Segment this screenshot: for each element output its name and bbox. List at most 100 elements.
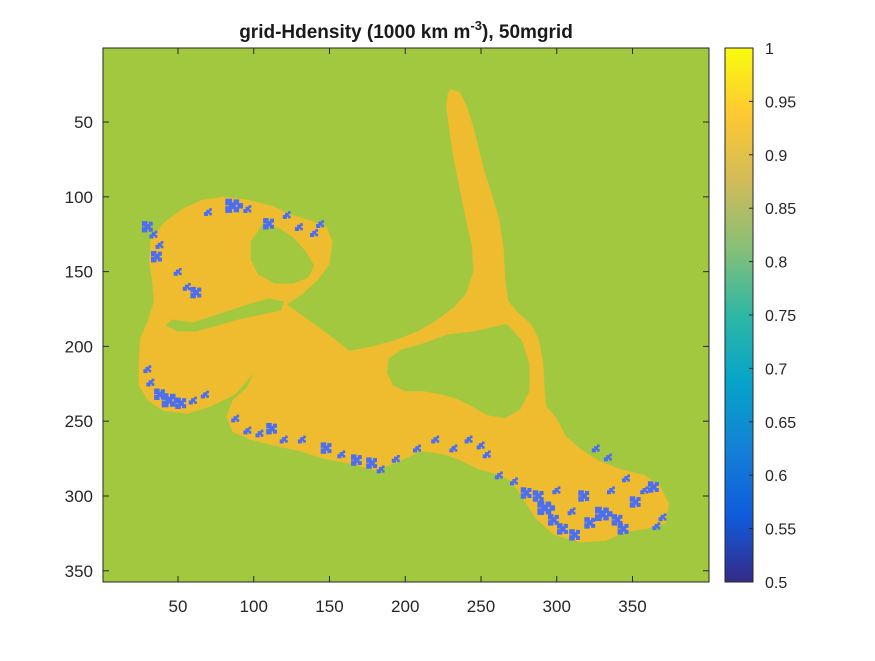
- low-density-cell: [182, 286, 187, 291]
- low-density-cell: [248, 431, 252, 434]
- low-density-cell: [578, 496, 584, 502]
- low-density-patch: [476, 441, 485, 450]
- low-density-cell: [557, 529, 563, 535]
- low-density-cell: [535, 493, 542, 499]
- low-density-cell: [611, 520, 618, 526]
- low-density-cell: [143, 369, 148, 374]
- low-density-patch: [188, 396, 197, 405]
- low-density-patch: [146, 378, 155, 387]
- low-density-patch: [431, 435, 440, 444]
- low-density-cell: [572, 532, 578, 538]
- x-tick-label: 300: [543, 597, 571, 616]
- low-density-cell: [554, 520, 559, 525]
- low-density-cell: [188, 283, 191, 286]
- low-density-cell: [663, 517, 667, 521]
- low-density-cell: [318, 221, 323, 226]
- low-density-cell: [603, 515, 609, 521]
- low-density-cell: [624, 476, 629, 480]
- colorbar-tick-label: 0.8: [765, 255, 787, 272]
- low-density-cell: [266, 423, 272, 429]
- low-density-cell: [581, 493, 587, 499]
- low-density-cell: [263, 218, 269, 224]
- low-density-cell: [488, 455, 491, 458]
- low-density-cell: [372, 464, 377, 469]
- low-density-cell: [572, 511, 576, 515]
- heatmap-plot-area: [102, 47, 710, 583]
- low-density-cell: [197, 293, 202, 298]
- low-density-cell: [175, 397, 181, 403]
- low-density-patch: [351, 454, 362, 466]
- colorbar-tick-label: 0.5: [765, 575, 787, 592]
- low-density-cell: [554, 514, 559, 519]
- low-density-cell: [320, 448, 327, 454]
- low-density-cell: [627, 474, 630, 478]
- low-density-cell: [485, 452, 490, 457]
- colorbar-tick-label: 0.6: [765, 468, 787, 485]
- low-density-cell: [193, 289, 199, 296]
- low-density-cell: [647, 481, 654, 487]
- low-density-cell: [245, 206, 250, 211]
- low-density-cell: [272, 429, 277, 434]
- low-density-cell: [236, 414, 240, 418]
- low-density-cell: [266, 221, 272, 227]
- low-density-patch: [266, 423, 277, 435]
- x-tick-label: 250: [467, 597, 495, 616]
- low-density-cell: [357, 455, 362, 460]
- x-tick-label: 100: [240, 597, 268, 616]
- low-density-cell: [285, 212, 290, 217]
- low-density-cell: [381, 465, 385, 469]
- low-density-cell: [575, 535, 580, 540]
- low-density-cell: [151, 257, 157, 263]
- low-density-cell: [243, 430, 248, 435]
- low-density-cell: [597, 444, 600, 448]
- low-density-patch: [175, 397, 187, 409]
- low-density-cell: [151, 251, 157, 257]
- colorbar-tick-label: 0.65: [765, 415, 796, 432]
- low-density-cell: [148, 227, 153, 232]
- low-density-cell: [609, 458, 612, 461]
- low-density-patch: [607, 486, 615, 495]
- x-axis: 50 100 150 200 250 300 350: [169, 48, 647, 616]
- low-density-cell: [379, 467, 384, 471]
- low-density-cell: [611, 514, 618, 520]
- low-density-cell: [551, 517, 557, 523]
- low-density-cell: [563, 523, 568, 528]
- low-density-cell: [157, 242, 162, 247]
- low-density-cell: [297, 224, 302, 229]
- low-density-patch: [320, 442, 332, 454]
- low-density-cell: [185, 284, 190, 289]
- colorbar-ticks: 0.5 0.55 0.6 0.65 0.7 0.75 0.8 0.85 0.9 0.95 1: [749, 41, 796, 592]
- low-density-cell: [300, 223, 303, 226]
- low-density-cell: [391, 458, 396, 463]
- low-density-cell: [145, 366, 150, 371]
- low-density-cell: [541, 504, 548, 512]
- low-density-patch: [652, 522, 661, 531]
- low-density-patch: [658, 513, 667, 522]
- low-density-cell: [591, 523, 596, 528]
- low-density-cell: [148, 365, 152, 368]
- low-density-cell: [182, 404, 187, 409]
- low-density-cell: [248, 426, 252, 430]
- title-main: grid-Hdensity (1000 km m: [239, 22, 470, 43]
- title-superscript: -3: [470, 18, 482, 33]
- low-density-cell: [606, 455, 611, 460]
- low-density-cell: [337, 454, 342, 459]
- low-density-cell: [520, 493, 527, 499]
- low-density-cell: [197, 287, 202, 292]
- low-density-cell: [178, 400, 184, 406]
- low-density-cell: [557, 490, 561, 494]
- low-density-patch: [282, 211, 291, 219]
- low-density-cell: [182, 398, 187, 403]
- low-density-cell: [620, 526, 627, 532]
- low-density-patch: [537, 500, 555, 515]
- colorbar: 0.5 0.55 0.6 0.65 0.7 0.75 0.8 0.85 0.9 0.95 1: [724, 41, 796, 592]
- low-density-cell: [175, 403, 181, 409]
- low-density-patch: [297, 435, 306, 444]
- y-tick-label: 300: [65, 487, 93, 506]
- low-density-cell: [209, 208, 212, 211]
- low-density-patch: [141, 221, 153, 233]
- y-tick-label: 350: [65, 562, 93, 581]
- low-density-cell: [640, 490, 645, 495]
- low-density-cell: [366, 463, 372, 469]
- low-density-cell: [584, 517, 590, 523]
